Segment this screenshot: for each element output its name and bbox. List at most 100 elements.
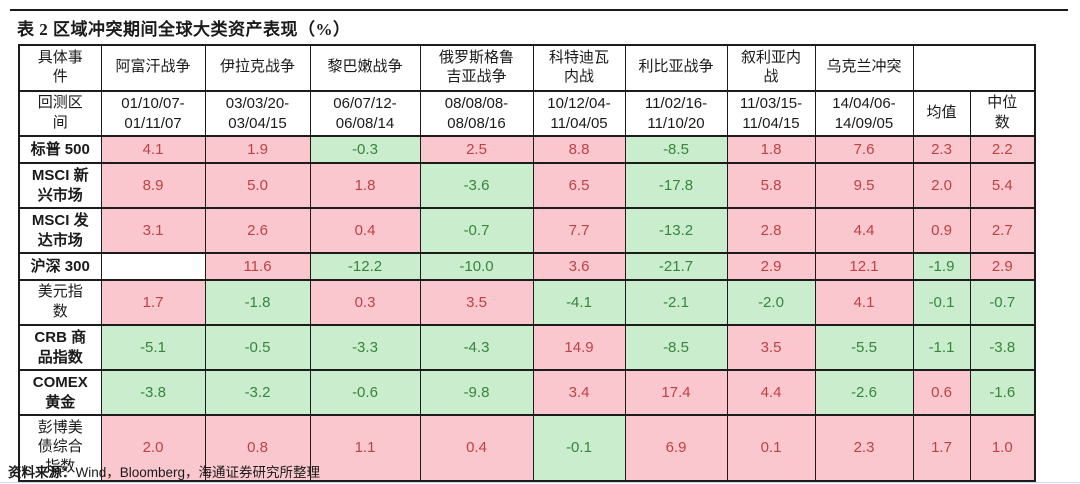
source-text: Wind，Bloomberg，海通证券研究所整理 — [75, 465, 321, 480]
row-label: MSCI 新 兴市场 — [18, 162, 102, 209]
period-cell-6: 11/03/15- 11/04/15 — [726, 90, 816, 137]
value-cell: -4.3 — [419, 324, 534, 371]
value-cell: 0.1 — [726, 414, 816, 482]
row-label: 彭博美 债综合 指数 — [18, 414, 102, 482]
value-cell: 3.4 — [532, 369, 626, 416]
value-cell: 4.1 — [814, 279, 914, 326]
value-cell: 2.3 — [814, 414, 914, 482]
stat-header-1: 中位 数 — [969, 90, 1036, 137]
value-cell: 8.8 — [532, 135, 626, 164]
value-cell: 6.9 — [624, 414, 728, 482]
corner-header-event: 具体事 件 — [18, 44, 102, 92]
value-cell: -8.5 — [624, 324, 728, 371]
value-cell: -0.1 — [532, 414, 626, 482]
period-cell-4: 10/12/04- 11/04/05 — [532, 90, 626, 137]
row-label: COMEX 黄金 — [18, 369, 102, 416]
value-cell: -12.2 — [309, 252, 421, 281]
event-header-2: 黎巴嫩战争 — [309, 44, 421, 92]
header-blank-cell — [912, 44, 1036, 92]
value-cell: -5.5 — [814, 324, 914, 371]
value-cell: 5.4 — [969, 162, 1036, 209]
event-header-7: 乌克兰冲突 — [814, 44, 914, 92]
row-label: 标普 500 — [18, 135, 102, 164]
row-label: 沪深 300 — [18, 252, 102, 281]
value-cell: 9.5 — [814, 162, 914, 209]
period-cell-5: 11/02/16- 11/10/20 — [624, 90, 728, 137]
value-cell: 0.4 — [309, 207, 421, 254]
value-cell: 3.5 — [726, 324, 816, 371]
value-cell: -21.7 — [624, 252, 728, 281]
table-body: 标普 500 4.1 1.9 -0.3 2.5 8.8 -8.5 1.8 7.6 2.3 2.2 MS… — [18, 135, 1036, 482]
value-cell: 12.1 — [814, 252, 914, 281]
value-cell: 2.2 — [969, 135, 1036, 164]
source-note: 资料来源：Wind，Bloomberg，海通证券研究所整理 — [8, 461, 320, 481]
value-cell: -2.0 — [726, 279, 816, 326]
value-cell: 4.4 — [814, 207, 914, 254]
value-cell: -1.6 — [969, 369, 1036, 416]
value-cell: 8.9 — [100, 162, 206, 209]
event-header-3: 俄罗斯格鲁 吉亚战争 — [419, 44, 534, 92]
value-cell: 0.6 — [912, 369, 971, 416]
value-cell: -3.8 — [100, 369, 206, 416]
period-cell-1: 03/03/20- 03/04/15 — [204, 90, 311, 137]
value-cell: 5.0 — [204, 162, 311, 209]
value-cell: -10.0 — [419, 252, 534, 281]
table-title: 表 2 区域冲突期间全球大类资产表现（%） — [17, 20, 351, 39]
top-divider — [10, 9, 1068, 11]
value-cell: 2.0 — [912, 162, 971, 209]
value-cell: 2.6 — [204, 207, 311, 254]
value-cell: -9.8 — [419, 369, 534, 416]
value-cell: 14.9 — [532, 324, 626, 371]
value-cell: -0.7 — [419, 207, 534, 254]
value-cell: 2.9 — [969, 252, 1036, 281]
value-cell: 2.0 — [100, 414, 206, 482]
value-cell: -8.5 — [624, 135, 728, 164]
value-cell: 5.8 — [726, 162, 816, 209]
value-cell: -0.6 — [309, 369, 421, 416]
value-cell: 7.7 — [532, 207, 626, 254]
value-cell: 7.6 — [814, 135, 914, 164]
period-cell-3: 08/08/08- 08/08/16 — [419, 90, 534, 137]
source-label: 资料来源： — [8, 465, 76, 480]
value-cell: -2.6 — [814, 369, 914, 416]
value-cell: -3.2 — [204, 369, 311, 416]
value-cell: -4.1 — [532, 279, 626, 326]
period-cell-7: 14/04/06- 14/09/05 — [814, 90, 914, 137]
value-cell: 3.5 — [419, 279, 534, 326]
value-cell: -0.7 — [969, 279, 1036, 326]
value-cell: 0.3 — [309, 279, 421, 326]
stat-header-0: 均值 — [912, 90, 971, 137]
value-cell: -2.1 — [624, 279, 728, 326]
value-cell: -0.1 — [912, 279, 971, 326]
value-cell: 2.3 — [912, 135, 971, 164]
value-cell: -0.5 — [204, 324, 311, 371]
value-cell: 11.6 — [204, 252, 311, 281]
value-cell: 0.9 — [912, 207, 971, 254]
value-cell: 17.4 — [624, 369, 728, 416]
value-cell: 1.9 — [204, 135, 311, 164]
row-label: CRB 商 品指数 — [18, 324, 102, 371]
value-cell: 2.5 — [419, 135, 534, 164]
bottom-divider — [0, 482, 1080, 483]
value-cell: 0.4 — [419, 414, 534, 482]
value-cell: 1.0 — [969, 414, 1036, 482]
value-cell: 1.7 — [912, 414, 971, 482]
corner-header-period: 回测区 间 — [18, 90, 102, 137]
value-cell: 6.5 — [532, 162, 626, 209]
value-cell: 1.7 — [100, 279, 206, 326]
value-cell: 2.8 — [726, 207, 816, 254]
value-cell: 0.8 — [204, 414, 311, 482]
value-cell: 1.8 — [726, 135, 816, 164]
row-label: 美元指 数 — [18, 279, 102, 326]
value-cell: 4.1 — [100, 135, 206, 164]
value-cell: 3.6 — [532, 252, 626, 281]
value-cell: -13.2 — [624, 207, 728, 254]
value-cell: -17.8 — [624, 162, 728, 209]
value-cell: 1.1 — [309, 414, 421, 482]
asset-performance-table: 具体事 件阿富汗战争 伊拉克战争 黎巴嫩战争 俄罗斯格鲁 吉亚战争 科特迪瓦 内战 利比亚… — [18, 44, 1036, 482]
value-cell: -3.8 — [969, 324, 1036, 371]
table-header: 具体事 件阿富汗战争 伊拉克战争 黎巴嫩战争 俄罗斯格鲁 吉亚战争 科特迪瓦 内战 利比亚… — [18, 44, 1036, 137]
value-cell: 4.4 — [726, 369, 816, 416]
value-cell: 3.1 — [100, 207, 206, 254]
value-cell: 1.8 — [309, 162, 421, 209]
